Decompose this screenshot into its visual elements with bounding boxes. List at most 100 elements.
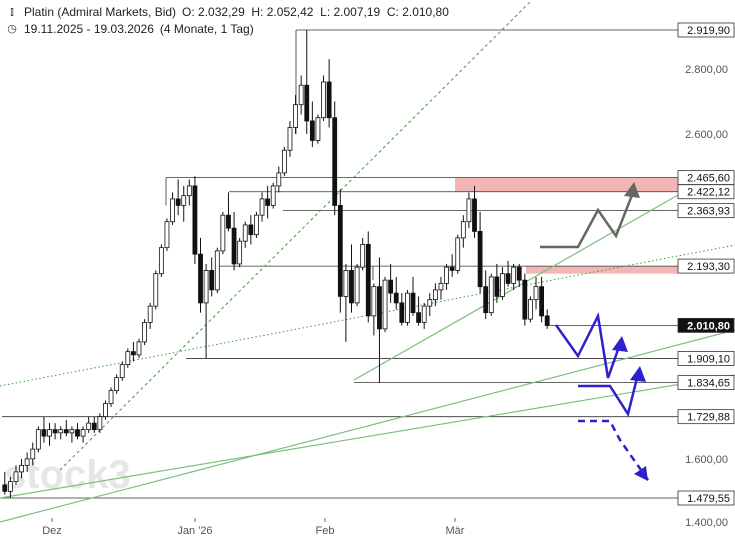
y-axis-tick-label: 2.600,00 xyxy=(685,129,728,141)
candle-body xyxy=(108,390,114,405)
trendline-dashed xyxy=(59,1,531,471)
candle-body xyxy=(265,198,271,206)
level-label: 2.465,60 xyxy=(677,170,735,186)
candle-body xyxy=(214,250,220,291)
candlestick-icon[interactable]: ⫾ xyxy=(10,6,14,18)
candle-body xyxy=(198,253,203,304)
candle-body xyxy=(500,273,505,297)
candle-body xyxy=(19,464,24,473)
candle-body xyxy=(421,305,427,323)
candle-body xyxy=(298,84,304,106)
x-axis-tick-label: Jan '26 xyxy=(177,525,212,537)
candle-body xyxy=(114,377,120,392)
candle-body xyxy=(35,429,41,450)
candle-body xyxy=(58,429,64,434)
candle-body xyxy=(511,266,517,284)
candle-body xyxy=(460,221,466,239)
candle-body xyxy=(254,214,259,236)
date-range: 19.11.2025 - 19.03.2026 xyxy=(24,22,154,36)
candle-body xyxy=(449,266,455,271)
x-axis-tick-label: Mär xyxy=(446,525,465,537)
arrow-head-icon xyxy=(624,182,640,198)
level-label-text: 2.010,80 xyxy=(687,320,730,332)
level-label-box xyxy=(677,184,735,200)
candle-body xyxy=(181,195,187,206)
candle-body xyxy=(125,351,131,366)
candle-body xyxy=(147,305,153,323)
instrument-name: Platin (Admiral Markets, Bid) xyxy=(24,5,177,19)
candle-body xyxy=(337,205,343,297)
clock-icon[interactable]: ◷ xyxy=(7,23,17,35)
candle-body xyxy=(203,270,209,304)
candle-body xyxy=(30,448,36,460)
candle-body xyxy=(405,292,410,323)
candle-body xyxy=(209,270,215,291)
candle-body xyxy=(466,198,472,223)
candle-body xyxy=(164,221,170,249)
candle-body xyxy=(170,198,175,223)
level-label-text: 2.193,30 xyxy=(687,261,730,273)
candle-body xyxy=(432,289,438,301)
level-label-text: 2.363,93 xyxy=(687,206,730,218)
level-label-box xyxy=(677,317,735,333)
candle-body xyxy=(377,286,382,330)
level-label-box xyxy=(677,409,735,425)
level-label-text: 1.834,65 xyxy=(687,378,730,390)
candle-body xyxy=(382,279,388,330)
level-label-box xyxy=(677,490,735,506)
candle-body xyxy=(131,351,136,356)
watermark-logo: stock3 xyxy=(4,453,131,497)
candle-body xyxy=(47,429,52,437)
level-label-box xyxy=(677,203,735,219)
candle-body xyxy=(24,458,30,466)
candle-body xyxy=(276,172,282,187)
candle-body xyxy=(97,416,103,431)
candle-body xyxy=(349,270,354,304)
candle-body xyxy=(522,279,528,320)
x-axis-tick-label: Dez xyxy=(42,525,62,537)
level-label: 2.363,93 xyxy=(677,203,735,219)
resistance-zone xyxy=(526,266,678,274)
arrow-head-icon xyxy=(634,466,648,481)
level-label: 1.834,65 xyxy=(677,375,735,391)
candle-body xyxy=(477,231,483,288)
level-label-text: 1.909,10 xyxy=(687,353,730,365)
candle-body xyxy=(259,198,265,216)
candle-body xyxy=(13,471,19,483)
candle-body xyxy=(488,276,494,314)
candle-body xyxy=(248,224,254,236)
candle-body xyxy=(321,81,326,119)
candle-body xyxy=(175,198,181,206)
candle-body xyxy=(528,299,533,320)
candle-body xyxy=(69,429,75,434)
candle-body xyxy=(119,364,125,379)
trendline-green xyxy=(0,374,735,499)
candle-body xyxy=(136,341,142,356)
candle-body xyxy=(494,276,500,297)
level-label: 2.919,90 xyxy=(677,22,735,38)
candle-body xyxy=(416,312,421,323)
candle-body xyxy=(86,422,92,431)
candle-body xyxy=(309,120,315,141)
candle-body xyxy=(365,244,371,317)
candle-body xyxy=(483,286,489,314)
candle-body xyxy=(410,292,416,314)
level-label-text: 2.465,60 xyxy=(687,173,730,185)
candle-body xyxy=(472,198,477,232)
candle-body xyxy=(533,286,539,301)
candle-body xyxy=(544,315,550,326)
level-label-box xyxy=(677,258,735,274)
candle-body xyxy=(7,481,13,492)
candle-body xyxy=(505,273,511,284)
level-label-box xyxy=(677,22,735,38)
level-label: 1.909,10 xyxy=(677,351,735,366)
arrow-scenario-blue xyxy=(578,373,640,418)
candle-body xyxy=(103,403,108,418)
candle-body xyxy=(91,422,97,431)
level-label-text: 2.919,90 xyxy=(687,25,730,37)
candle-body xyxy=(444,266,449,284)
candle-body xyxy=(539,286,545,317)
candle-body xyxy=(427,299,433,307)
